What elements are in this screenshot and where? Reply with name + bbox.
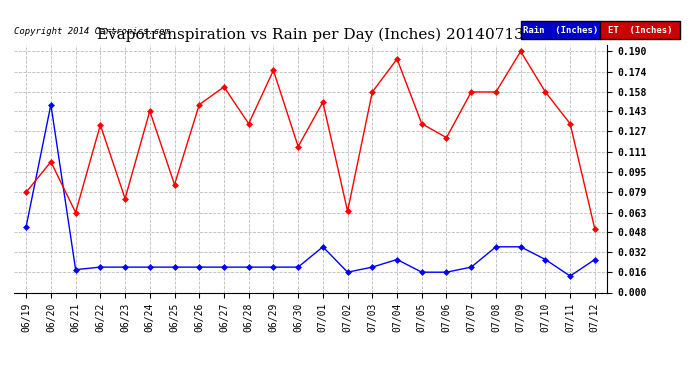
Text: Rain  (Inches): Rain (Inches)	[523, 26, 598, 35]
Text: Copyright 2014 Cartronics.com: Copyright 2014 Cartronics.com	[14, 27, 170, 36]
Text: ET  (Inches): ET (Inches)	[608, 26, 672, 35]
Title: Evapotranspiration vs Rain per Day (Inches) 20140713: Evapotranspiration vs Rain per Day (Inch…	[97, 28, 524, 42]
